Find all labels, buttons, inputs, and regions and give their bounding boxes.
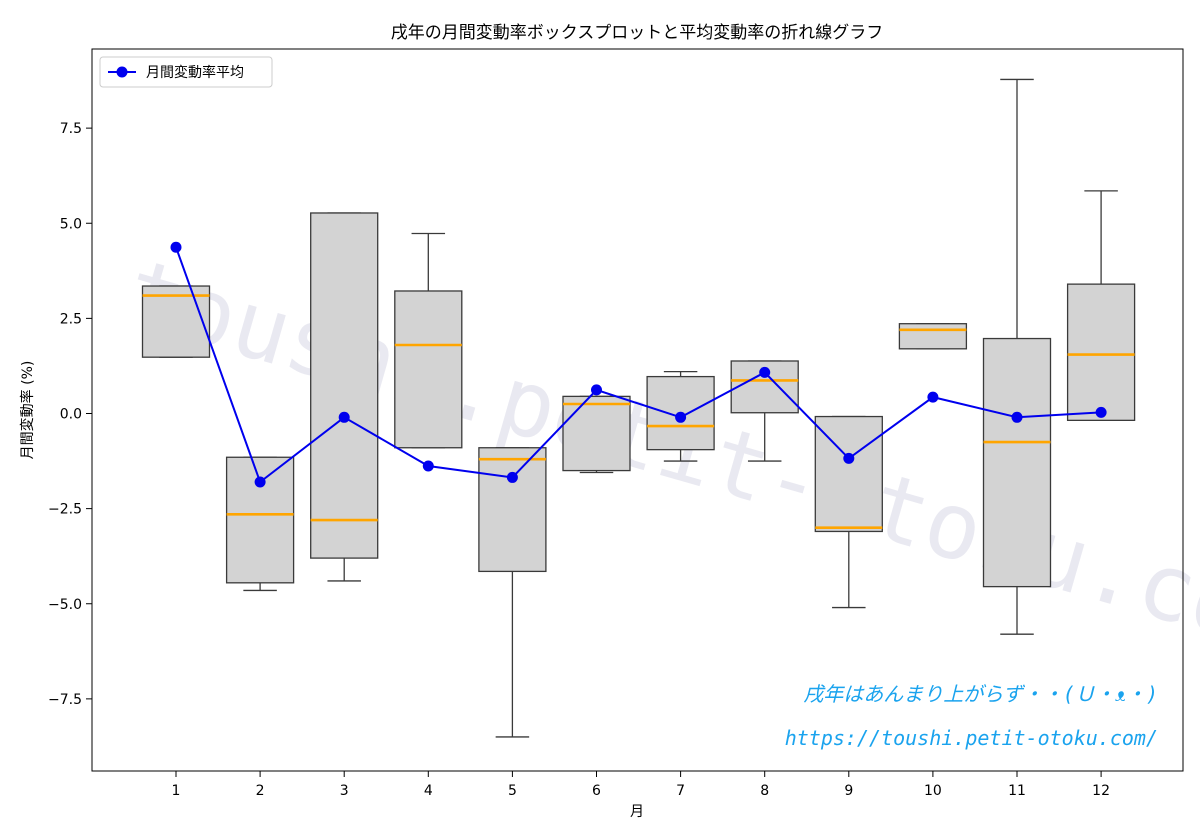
x-tick-label: 7 [676, 783, 685, 799]
x-tick-label: 4 [424, 783, 433, 799]
box-iqr [478, 447, 547, 573]
annotation-comment: 戌年はあんまり上がらず・・(Ｕ・ᴥ・) [803, 682, 1158, 706]
box-iqr [225, 456, 295, 584]
box-iqr [562, 395, 631, 472]
x-tick-label: 3 [340, 783, 349, 799]
x-tick-label: 2 [256, 783, 265, 799]
boxplot-group [141, 78, 1136, 738]
mean-point-month-4 [422, 460, 434, 472]
y-tick-label: 5.0 [60, 216, 82, 232]
mean-point-month-8 [759, 366, 771, 378]
y-tick-label: 2.5 [60, 311, 82, 327]
x-tick-label: 5 [508, 783, 517, 799]
box-iqr [898, 323, 968, 350]
x-tick-label: 1 [172, 783, 181, 799]
mean-point-month-12 [1095, 406, 1107, 418]
mean-point-month-2 [254, 476, 266, 488]
x-tick-label: 11 [1008, 783, 1026, 799]
box-iqr [394, 290, 463, 449]
boxplot-month-1 [141, 285, 211, 358]
legend-frame [99, 56, 273, 88]
mean-point-month-3 [338, 411, 350, 423]
x-tick-label: 6 [592, 783, 601, 799]
x-tick-label: 10 [924, 783, 942, 799]
annotation-url: https://toushi.petit-otoku.com/ [785, 726, 1158, 750]
x-tick-label: 8 [760, 783, 769, 799]
box-iqr [982, 337, 1052, 588]
boxplot-month-10 [898, 323, 968, 350]
boxplot-month-9 [814, 415, 883, 609]
box-iqr [1066, 283, 1136, 421]
y-tick-label: 7.5 [60, 121, 82, 137]
mean-line-path [175, 246, 1102, 484]
mean-point-month-5 [506, 471, 518, 483]
x-axis-label: 月 [630, 804, 644, 820]
mean-point-month-6 [591, 384, 602, 396]
y-tick-label: −2.5 [48, 502, 82, 518]
y-tick-label: −5.0 [48, 597, 82, 613]
x-axis: 1 2 3 4 5 6 7 8 9 10 11 12 [172, 771, 1110, 799]
x-tick-label: 9 [844, 783, 853, 799]
boxplot-month-4 [394, 232, 463, 449]
legend-label: 月間変動率平均 [146, 64, 244, 81]
boxplot-month-6 [562, 395, 631, 474]
box-iqr [141, 285, 211, 358]
x-tick-label: 12 [1092, 783, 1110, 799]
mean-line-series [170, 241, 1107, 488]
plot-area-frame [91, 48, 1184, 772]
boxplot-month-12 [1066, 190, 1136, 421]
mean-point-month-11 [1011, 411, 1023, 423]
chart-title: 戌年の月間変動率ボックスプロットと平均変動率の折れ線グラフ [391, 23, 884, 43]
legend-dot-marker [116, 66, 128, 78]
boxplot-month-3 [310, 212, 379, 582]
legend: 月間変動率平均 [99, 56, 273, 88]
y-axis: −7.5 −5.0 −2.5 0.0 2.5 5.0 7.5 [48, 121, 92, 708]
boxplot-month-5 [478, 447, 547, 738]
mean-point-month-10 [927, 391, 939, 403]
mean-point-month-9 [843, 452, 855, 464]
boxplot-month-11 [982, 78, 1052, 635]
mean-point-month-1 [170, 241, 182, 253]
y-tick-label: 0.0 [60, 407, 82, 423]
box-iqr [310, 212, 379, 559]
mean-point-month-7 [675, 411, 687, 423]
y-tick-label: −7.5 [48, 692, 82, 708]
y-axis-label: 月間変動率 (%) [19, 361, 36, 460]
